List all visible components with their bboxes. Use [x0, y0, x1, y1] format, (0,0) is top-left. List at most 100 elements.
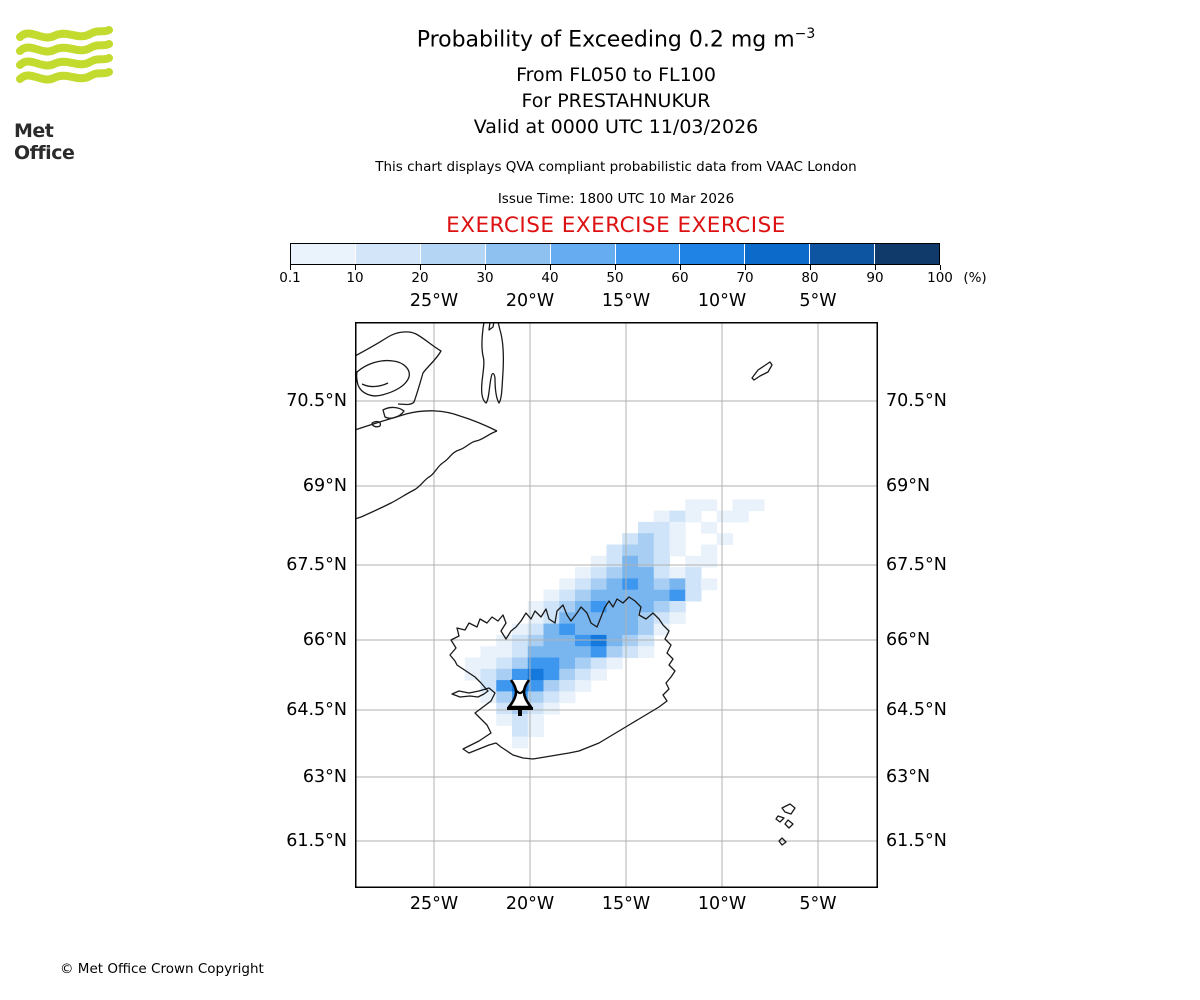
met-office-logo-text: Met Office: [14, 120, 75, 164]
plume-cell: [512, 634, 529, 647]
colorbar-tick: [614, 265, 616, 270]
map-canvas: [355, 322, 878, 888]
colorbar-segment: [679, 244, 745, 264]
plume-cell: [590, 668, 607, 681]
plume-cell: [638, 544, 655, 557]
colorbar-segment: [809, 244, 875, 264]
plume-cell: [543, 612, 560, 625]
colorbar-tick: [354, 265, 356, 270]
plume-cell: [480, 691, 497, 704]
lat-label-right: 66°N: [886, 630, 931, 650]
plume-cell: [590, 578, 607, 591]
plume-cell: [543, 691, 560, 704]
colorbar-tick-label: 90: [866, 270, 884, 286]
plume-cell: [669, 567, 686, 579]
plume-cell: [622, 634, 639, 647]
plume-cell: [685, 578, 702, 591]
lat-label-left: 63°N: [302, 767, 347, 787]
plume-cell: [638, 533, 655, 545]
plume-cell: [496, 657, 513, 670]
lat-label-right: 64.5°N: [886, 700, 947, 720]
plume-cell: [480, 657, 497, 670]
lon-label-top: 5°W: [799, 291, 837, 311]
plume-cell: [653, 510, 670, 523]
plume-cell: [638, 589, 655, 602]
plume-cell: [480, 668, 497, 681]
lat-label-right: 61.5°N: [886, 831, 947, 851]
jan-mayen-island-coastline: [751, 361, 773, 381]
plume-cell: [527, 612, 544, 625]
lon-label-top: 15°W: [601, 291, 651, 311]
lat-label-left: 61.5°N: [286, 831, 347, 851]
plume-cell: [685, 567, 702, 579]
plume-cell: [622, 544, 639, 557]
plume-cell: [653, 589, 670, 602]
lat-label-left: 70.5°N: [286, 391, 347, 411]
colorbar-tick-label: 40: [541, 270, 559, 286]
plume-cell: [559, 680, 576, 692]
lat-label-left: 67.5°N: [286, 555, 347, 575]
colorbar-tick: [549, 265, 551, 270]
colorbar-segment: [614, 244, 680, 264]
plume-cell: [653, 612, 670, 625]
plume-cell: [496, 668, 513, 681]
greenland-north-peninsula-coastline: [480, 322, 505, 404]
greenland-north-notch-coastline: [488, 322, 495, 331]
plume-cell: [496, 646, 513, 658]
plume-cell: [559, 589, 576, 602]
plume-cell: [543, 601, 560, 613]
lon-label-top: 10°W: [697, 291, 747, 311]
title-exponent: −3: [794, 26, 816, 42]
plume-cell: [606, 567, 623, 579]
plume-cell: [590, 589, 607, 602]
plume-cell: [653, 555, 670, 568]
lat-label-left: 69°N: [302, 476, 347, 496]
lon-label-bottom: 15°W: [601, 894, 651, 914]
plume-cell: [653, 521, 670, 534]
plume-cell: [575, 589, 592, 602]
plume-cell: [638, 521, 655, 534]
plume-cell: [606, 555, 623, 568]
plume-cell: [638, 623, 655, 636]
exercise-banner: EXERCISE EXERCISE EXERCISE: [446, 213, 786, 238]
plume-cell: [638, 646, 655, 658]
plume-cell: [685, 589, 702, 602]
greenland-scoresby-north-shore-coastline: [355, 410, 498, 432]
lat-label-left: 64.5°N: [286, 700, 347, 720]
plume-cell: [512, 623, 529, 636]
plume-cell: [512, 646, 529, 658]
lat-label-right: 69°N: [886, 476, 931, 496]
plume-cell: [622, 533, 639, 545]
colorbar-segment: [291, 244, 355, 264]
plume-cell: [480, 680, 497, 692]
plume-cell: [685, 510, 702, 523]
lon-label-top: 25°W: [409, 291, 459, 311]
colorbar-tick: [939, 265, 941, 270]
faroe-islands-4-coastline: [778, 837, 787, 846]
plume-cell: [622, 646, 639, 658]
plume-cell: [669, 589, 686, 602]
plume-cell: [716, 533, 733, 545]
plume-cell: [575, 567, 592, 579]
plume-cell: [543, 680, 560, 692]
plume-cell: [606, 612, 623, 625]
colorbar-tick: [679, 265, 681, 270]
qva-note: This chart displays QVA compliant probab…: [375, 159, 857, 175]
plume-cell: [527, 680, 544, 692]
issue-time: Issue Time: 1800 UTC 10 Mar 2026: [497, 191, 735, 207]
plume-cell: [543, 646, 560, 658]
plume-cell: [527, 646, 544, 658]
colorbar-tick-label: 60: [671, 270, 689, 286]
plume-cell: [638, 578, 655, 591]
plume-cell: [606, 601, 623, 613]
colorbar-tick-label: 10: [346, 270, 364, 286]
plume-cell: [701, 521, 718, 534]
plume-cell: [638, 601, 655, 613]
greenland-upper-arm-coastline: [355, 331, 442, 406]
plume-cell: [590, 601, 607, 613]
plume-cell: [669, 510, 686, 523]
plume-cell: [732, 499, 749, 512]
plume-cell: [590, 657, 607, 670]
plume-cell: [464, 657, 481, 670]
